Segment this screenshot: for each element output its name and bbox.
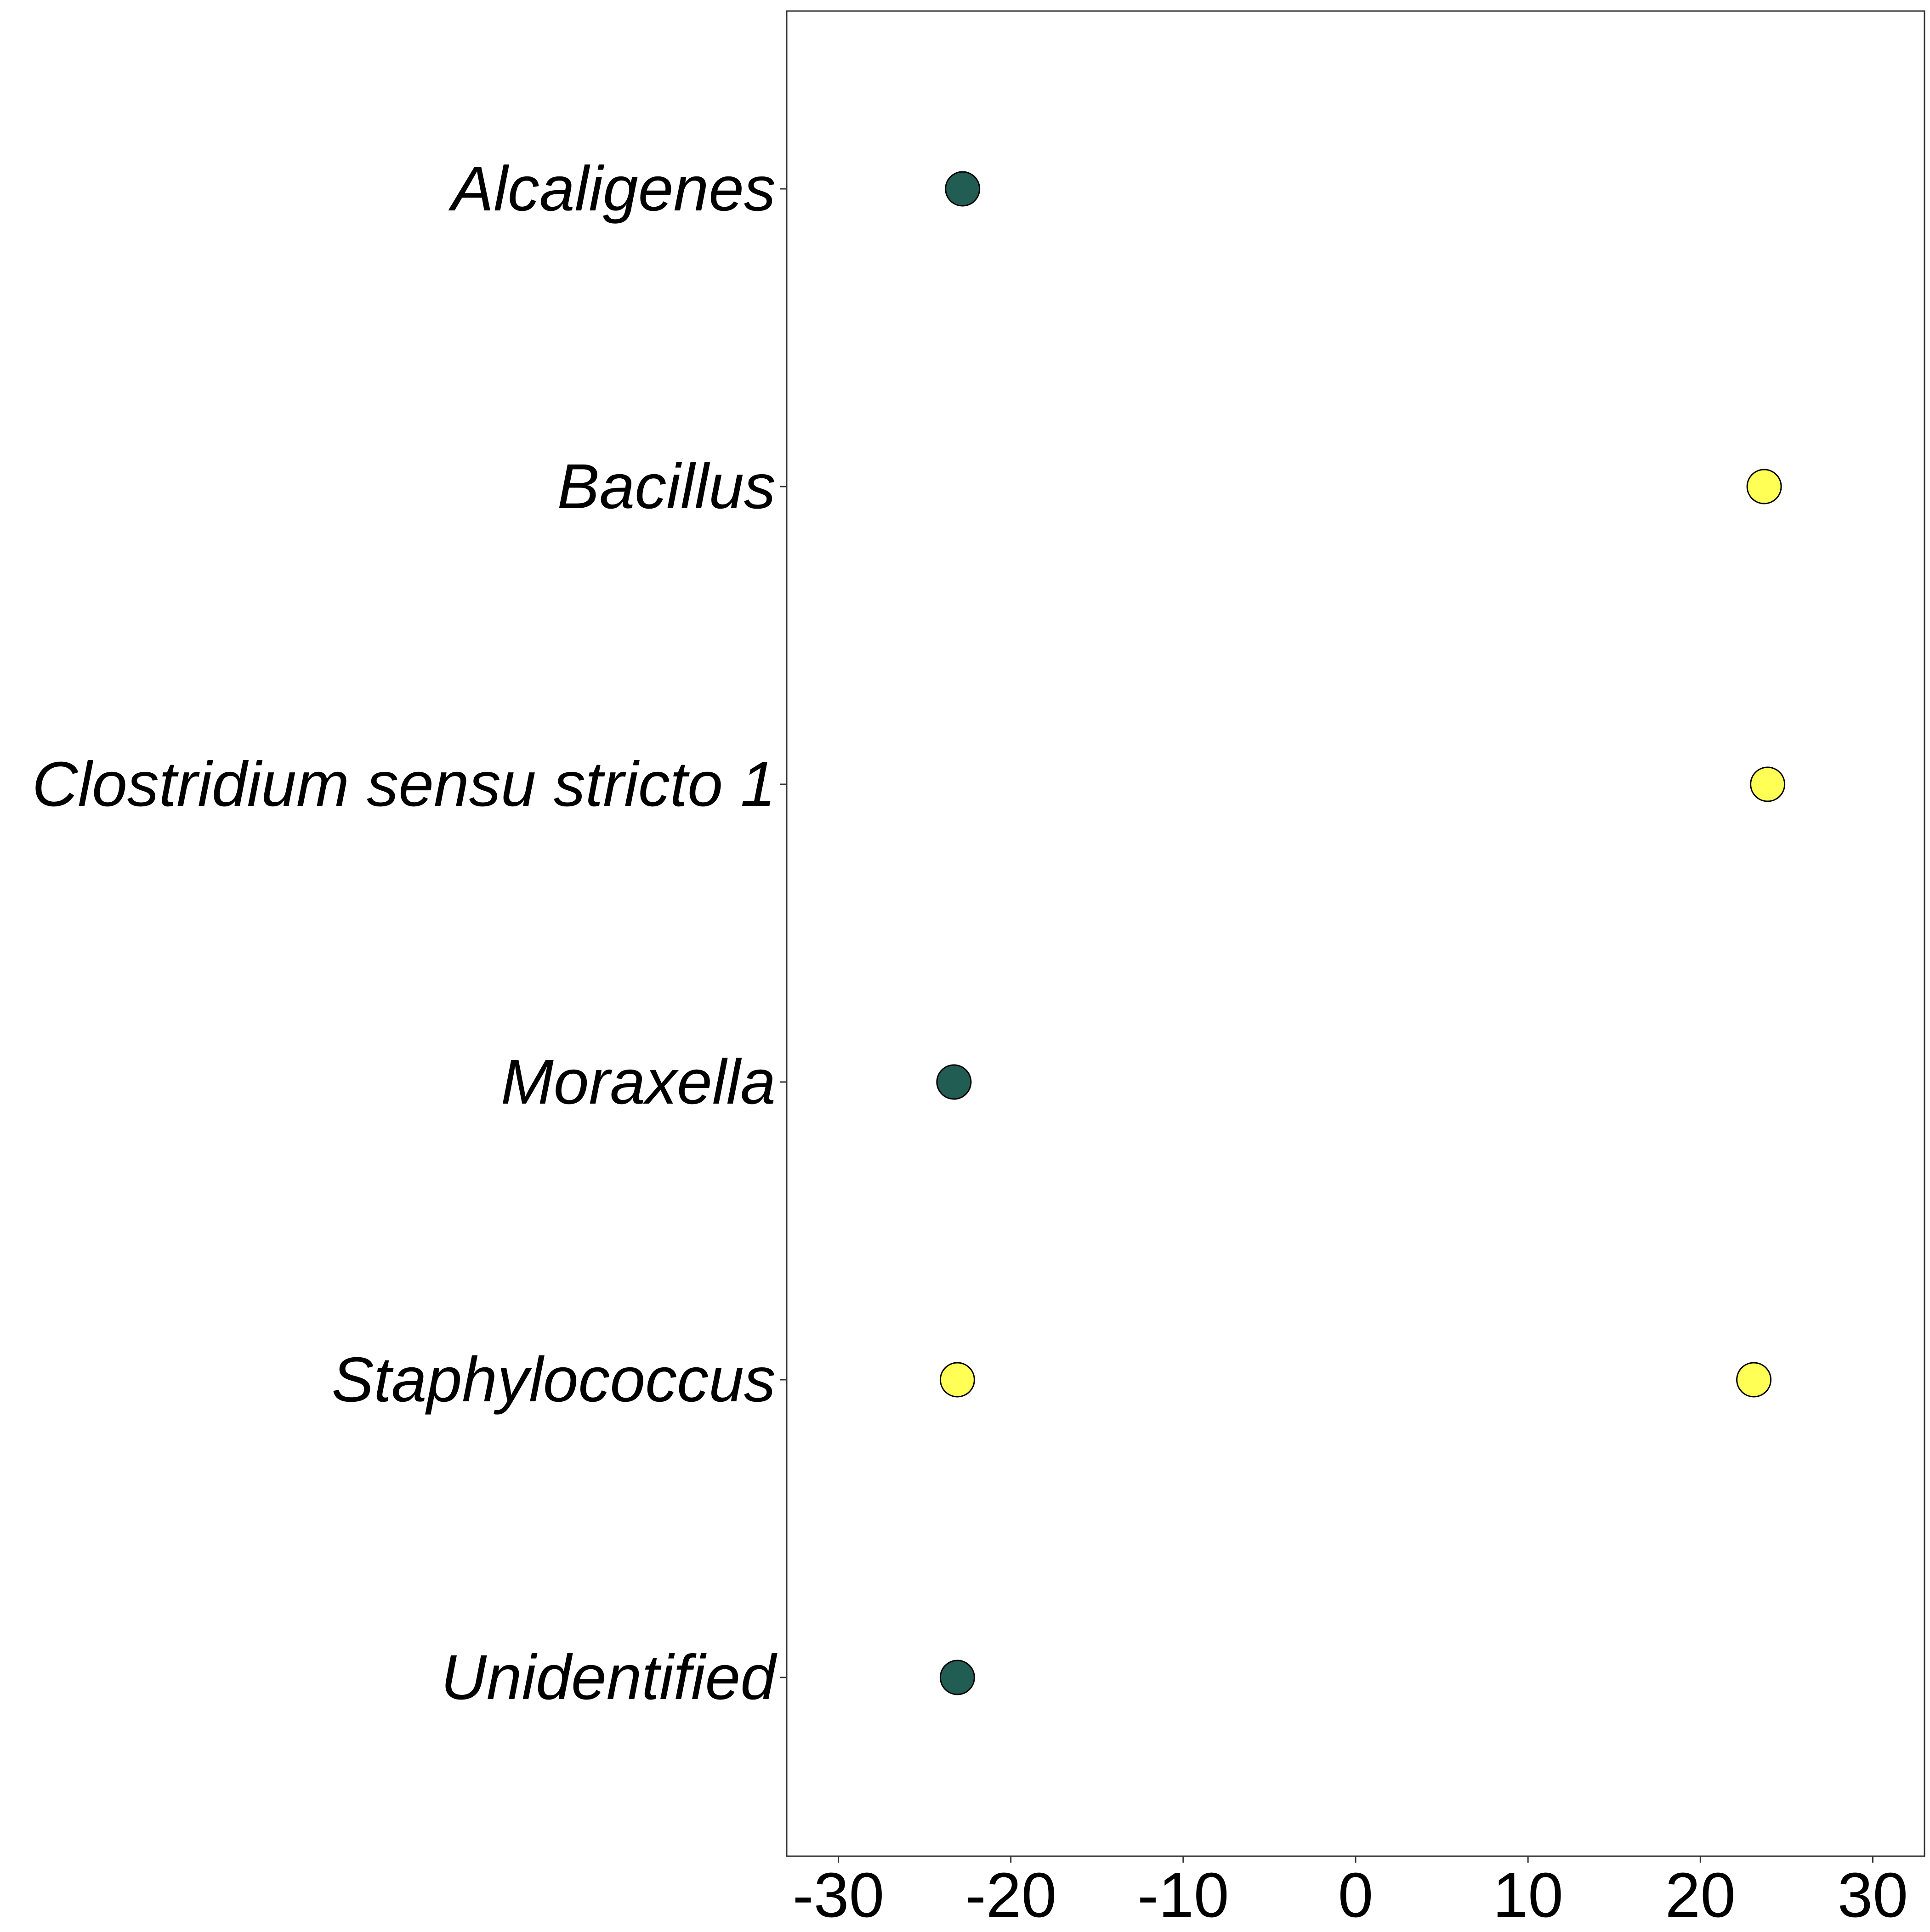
plot-panel <box>786 10 1925 1857</box>
y-tick-label-alcaligenes: Alcaligenes <box>448 153 776 224</box>
y-tick-label-staphylococcus: Staphylococcus <box>331 1344 776 1415</box>
data-point-staphylococcus-4 <box>939 1362 975 1398</box>
data-point-alcaligenes-0 <box>945 171 981 207</box>
y-axis: Alcaligenes Bacillus Clostridium sensu str… <box>32 153 787 1713</box>
data-points <box>936 171 1786 1695</box>
x-tick-label: -10 <box>1137 1860 1229 1930</box>
x-tick-label: 30 <box>1838 1860 1908 1930</box>
y-tick-label-unidentified: Unidentified <box>441 1642 778 1713</box>
x-tick-label: 0 <box>1338 1860 1374 1930</box>
x-tick-label: -30 <box>793 1860 884 1930</box>
y-tick-label-clostridium-sensu-stricto-1: Clostridium sensu stricto 1 <box>32 749 776 820</box>
data-point-unidentified-6 <box>939 1660 975 1695</box>
x-tick-label: -20 <box>965 1860 1056 1930</box>
x-axis: -30 -20 -10 0 10 20 30 <box>793 1856 1908 1931</box>
data-point-bacillus-1 <box>1746 469 1782 504</box>
y-tick-label-bacillus: Bacillus <box>557 451 776 522</box>
data-point-moraxella-3 <box>936 1064 972 1100</box>
data-point-staphylococcus-5 <box>1736 1362 1772 1398</box>
x-tick-label: 20 <box>1665 1860 1736 1930</box>
data-point-clostridium-sensu-stricto-1-2 <box>1750 766 1786 802</box>
y-tick-label-moraxella: Moraxella <box>501 1047 776 1117</box>
x-tick-label: 10 <box>1493 1860 1563 1930</box>
